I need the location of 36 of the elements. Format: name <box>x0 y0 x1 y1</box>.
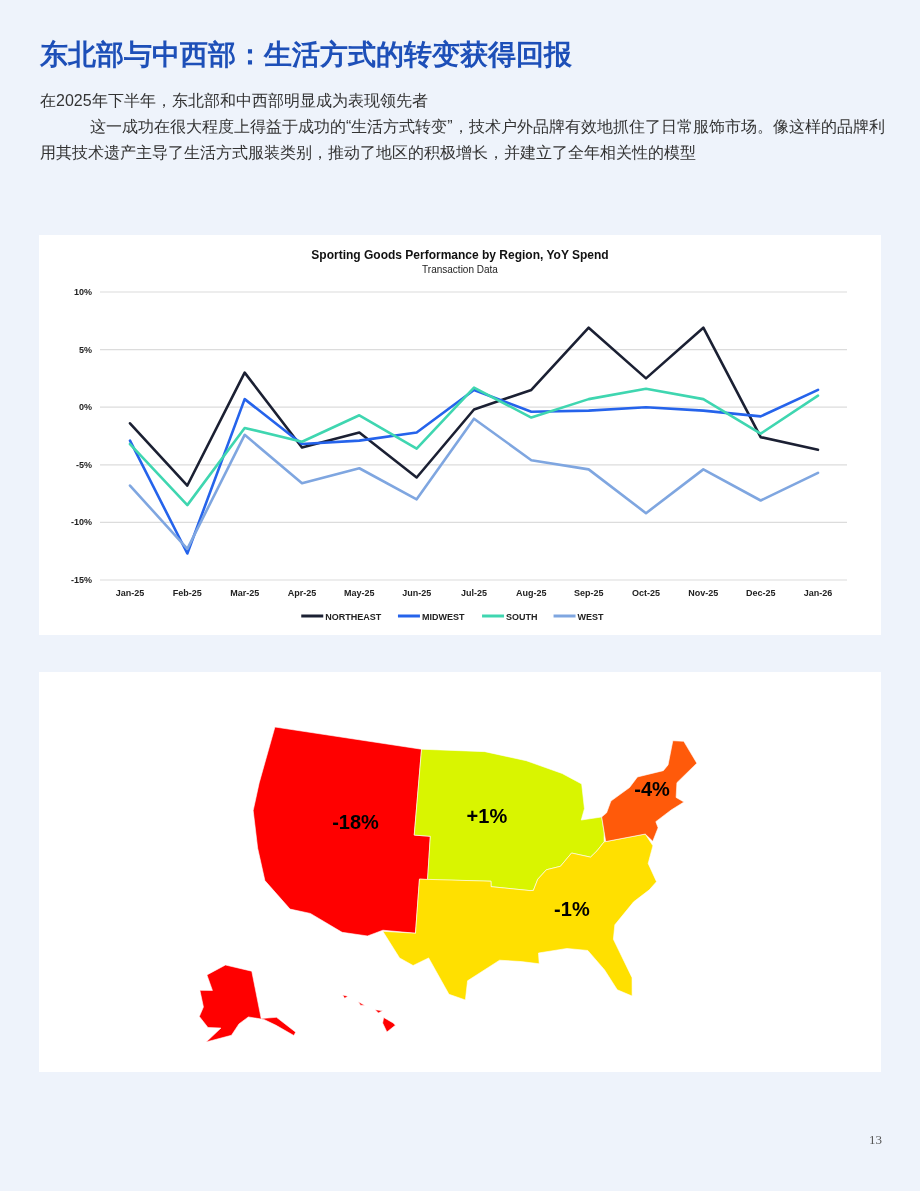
legend-label: SOUTH <box>506 611 538 622</box>
legend-label: MIDWEST <box>421 611 465 622</box>
text: -1% <box>554 897 590 920</box>
y-tick-label: -10% <box>70 517 92 528</box>
x-tick-label: Feb-25 <box>172 588 202 598</box>
x-tick-label: Jul-25 <box>460 588 488 598</box>
x-tick-label: May-25 <box>344 588 375 598</box>
x-tick-label: Apr-25 <box>287 588 317 598</box>
x-tick-label: Dec-25 <box>745 588 776 598</box>
text: 东北部与中西部：生活方式的转变获得回报 <box>40 38 572 72</box>
x-tick-label: Jan-26 <box>803 588 833 598</box>
x-tick-label: Mar-25 <box>230 588 260 598</box>
legend-label: WEST <box>577 611 605 622</box>
y-tick-label: 0% <box>78 402 92 413</box>
x-tick-label: Oct-25 <box>631 588 661 598</box>
text: +1% <box>466 805 508 828</box>
x-tick-label: Aug-25 <box>516 588 547 598</box>
text: 13 <box>869 1132 882 1148</box>
line-series <box>128 386 820 507</box>
x-tick-label: Sep-25 <box>573 588 604 598</box>
y-tick-label: -15% <box>70 575 92 585</box>
line-series <box>128 417 820 551</box>
line-series <box>128 326 820 487</box>
y-tick-label: 5% <box>78 344 92 355</box>
text: -4% <box>634 778 671 801</box>
y-tick-label: -5% <box>75 459 92 470</box>
text: -18% <box>332 811 380 834</box>
text: 这一成功在很大程度上得益于成功的“生活方式转变”，技术户外品牌有效地抓住了日常服饰市场。像这样的品牌利用其技术遗产主导了生活方式服装类别，推动了地区的积极增长，并建立了全年相关性的模型 <box>40 117 885 163</box>
x-tick-label: Jun-25 <box>402 588 432 598</box>
x-tick-label: Nov-25 <box>688 588 719 598</box>
text: 在2025年下半年，东北部和中西部明显成为表现领先者 <box>40 91 429 111</box>
legend-label: NORTHEAST <box>325 611 382 622</box>
chart-title: Sporting Goods Performance by Region, YoY Spend <box>311 248 609 262</box>
x-tick-label: Jan-25 <box>115 588 145 598</box>
chart-subtitle: Transaction Data <box>422 264 499 275</box>
y-tick-label: 10% <box>73 287 92 297</box>
